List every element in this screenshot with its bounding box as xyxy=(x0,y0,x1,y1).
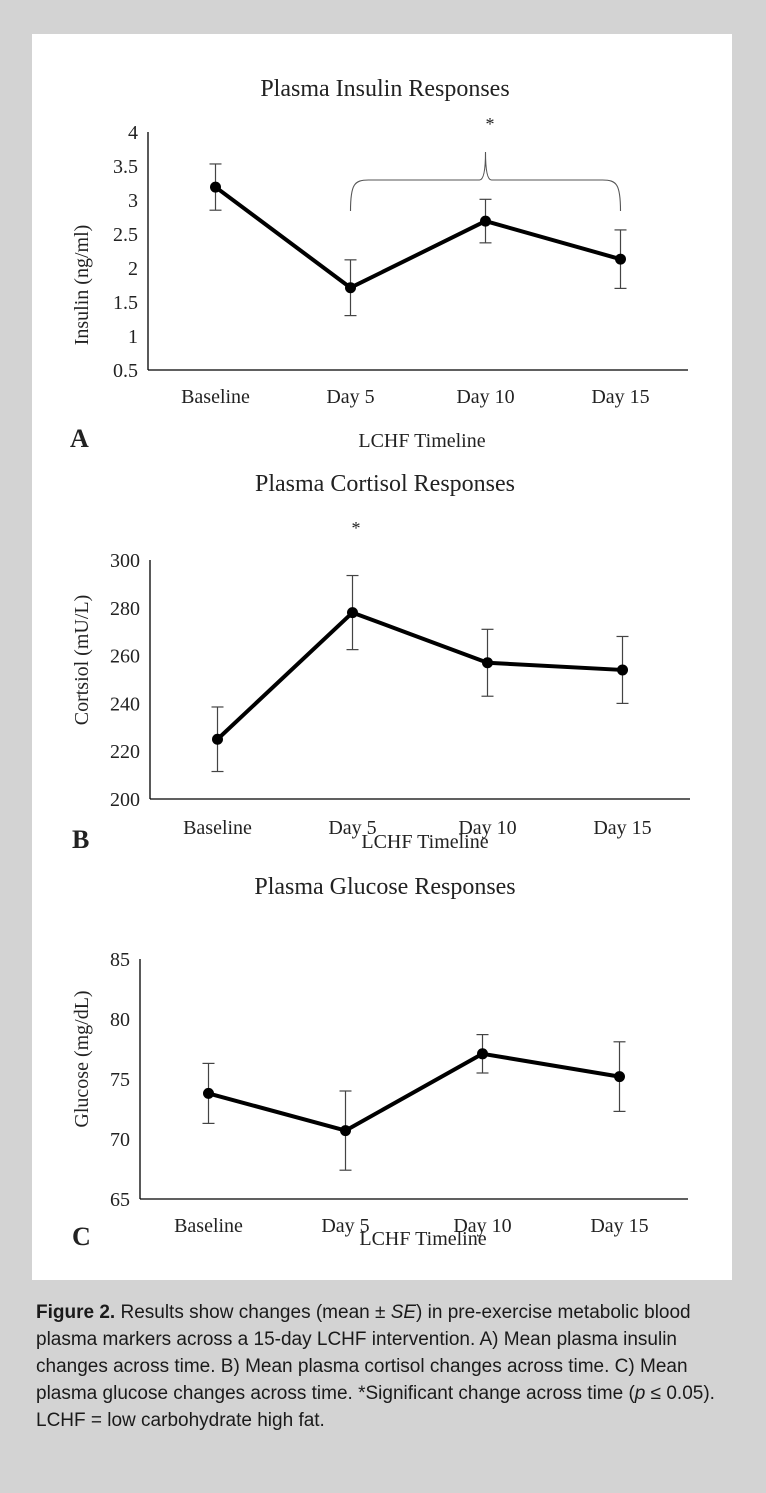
insulin-chart: Plasma Insulin Responses Insulin (ng/ml)… xyxy=(70,76,688,453)
data-point xyxy=(477,1048,488,1060)
y-tick-label: 2 xyxy=(128,258,138,280)
x-tick-label: Baseline xyxy=(174,1215,243,1237)
y-tick-label: 0.5 xyxy=(113,360,138,382)
y-tick-label: 280 xyxy=(110,598,140,620)
x-tick-label: Baseline xyxy=(183,817,252,839)
caption-text-c: ≤ 0.05). LCHF = low carbohydrate high fa… xyxy=(36,1383,715,1431)
y-axis-label: Cortsiol (mU/L) xyxy=(71,595,93,726)
y-tick-label: 1.5 xyxy=(113,292,138,314)
x-tick-label: Day 15 xyxy=(590,1215,648,1237)
x-tick-label: Day 15 xyxy=(593,817,651,839)
y-tick-label: 240 xyxy=(110,693,140,715)
y-tick-label: 2.5 xyxy=(113,224,138,246)
y-tick-label: 80 xyxy=(110,1009,130,1031)
y-tick-label: 220 xyxy=(110,741,140,763)
series-line xyxy=(216,610,623,741)
y-tick-label: 200 xyxy=(110,789,140,811)
x-tick-label: Day 10 xyxy=(458,817,516,839)
y-axis-label: Glucose (mg/dL) xyxy=(71,990,93,1127)
data-point xyxy=(345,282,356,294)
x-tick-label: Day 5 xyxy=(328,817,376,839)
panel-letter: C xyxy=(72,1222,91,1251)
data-point xyxy=(614,1071,625,1083)
significance-asterisk: * xyxy=(352,518,361,538)
x-axis-label: LCHF Timeline xyxy=(361,831,488,853)
y-tick-label: 75 xyxy=(110,1069,130,1091)
data-point xyxy=(347,607,358,619)
data-point xyxy=(615,253,626,265)
data-point xyxy=(210,181,221,193)
y-tick-label: 3 xyxy=(128,190,138,212)
x-tick-label: Day 10 xyxy=(456,386,514,408)
caption-se: SE xyxy=(390,1302,417,1323)
data-point xyxy=(340,1125,351,1137)
chart-title: Plasma Insulin Responses xyxy=(260,76,509,102)
y-tick-label: 65 xyxy=(110,1189,130,1211)
y-tick-label: 1 xyxy=(128,326,138,348)
data-point xyxy=(203,1087,214,1099)
cortisol-chart: Plasma Cortisol Responses Cortsiol (mU/L… xyxy=(71,471,690,854)
chart-title: Plasma Cortisol Responses xyxy=(255,471,515,497)
x-tick-label: Day 5 xyxy=(321,1215,369,1237)
data-point xyxy=(482,657,493,669)
y-axis-label: Insulin (ng/ml) xyxy=(71,225,93,346)
significance-bracket xyxy=(349,151,622,212)
x-axis-label: LCHF Timeline xyxy=(358,430,485,452)
data-point xyxy=(212,733,223,745)
series-line xyxy=(214,185,622,290)
y-tick-label: 260 xyxy=(110,646,140,668)
panel-letter: A xyxy=(70,424,89,453)
y-tick-label: 85 xyxy=(110,949,130,971)
figure-panel: Plasma Insulin Responses Insulin (ng/ml)… xyxy=(32,34,732,1280)
series-line xyxy=(207,1051,620,1133)
figure-label: Figure 2. xyxy=(36,1302,116,1323)
x-axis-label: LCHF Timeline xyxy=(359,1228,486,1250)
y-tick-label: 3.5 xyxy=(113,156,138,178)
x-tick-label: Day 15 xyxy=(591,386,649,408)
panel-letter: B xyxy=(72,825,89,854)
data-point xyxy=(617,664,628,676)
figure-caption: Figure 2. Results show changes (mean ± S… xyxy=(36,1299,730,1434)
y-tick-label: 300 xyxy=(110,550,140,572)
x-tick-label: Day 5 xyxy=(326,386,374,408)
y-tick-label: 70 xyxy=(110,1129,130,1151)
glucose-chart: Plasma Glucose Responses Glucose (mg/dL)… xyxy=(71,874,688,1251)
data-point xyxy=(480,215,491,227)
caption-text-a: Results show changes (mean ± xyxy=(115,1302,391,1323)
significance-asterisk: * xyxy=(486,114,495,134)
x-tick-label: Day 10 xyxy=(453,1215,511,1237)
chart-title: Plasma Glucose Responses xyxy=(254,874,515,900)
y-tick-label: 4 xyxy=(128,122,138,144)
x-tick-label: Baseline xyxy=(181,386,250,408)
caption-p: p xyxy=(634,1383,646,1404)
caption-text-b: ) in pre-exercise metabolic blood plasma… xyxy=(36,1302,691,1404)
